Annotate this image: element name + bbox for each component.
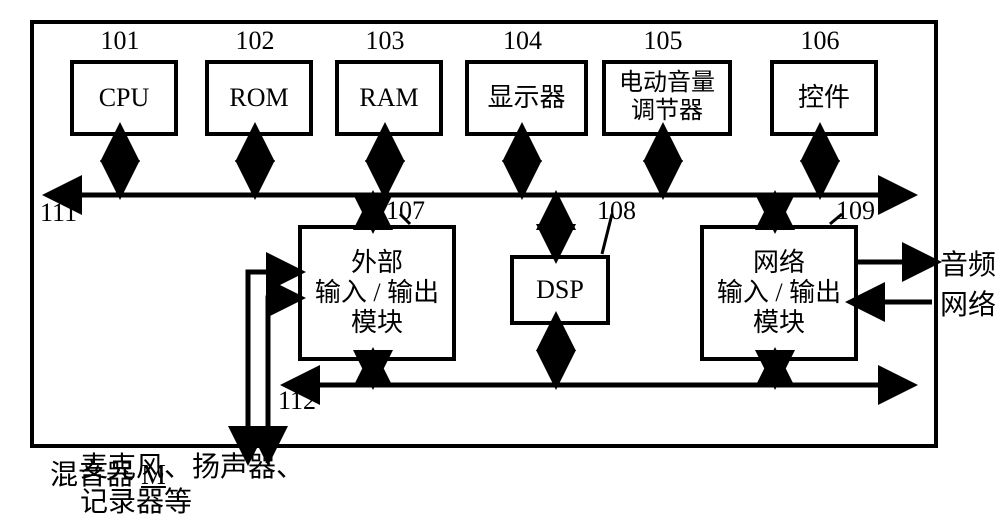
block-ext-io-label: 外部 输入 / 输出 模块 <box>315 248 439 338</box>
block-rom: ROM <box>205 60 313 136</box>
ref-108: 108 <box>576 198 636 224</box>
ref-105: 105 <box>602 28 724 54</box>
block-cpu: CPU <box>70 60 178 136</box>
block-ext-io: 外部 输入 / 输出 模块 <box>298 225 456 361</box>
block-net-io: 网络 输入 / 输出 模块 <box>700 225 858 361</box>
block-dsp-label: DSP <box>536 275 584 305</box>
block-ram: RAM <box>335 60 443 136</box>
mixer-letter: M <box>141 460 166 491</box>
block-cpu-label: CPU <box>99 83 150 113</box>
block-display: 显示器 <box>465 60 588 136</box>
ref-106: 106 <box>770 28 870 54</box>
block-net-io-label: 网络 输入 / 输出 模块 <box>717 248 841 338</box>
ref-101: 101 <box>70 28 170 54</box>
ext-label-audio: 音频 <box>940 248 996 283</box>
block-dsp: DSP <box>510 255 610 325</box>
ref-102: 102 <box>205 28 305 54</box>
ref-104: 104 <box>465 28 580 54</box>
block-control: 控件 <box>770 60 878 136</box>
block-display-label: 显示器 <box>487 83 565 113</box>
mixer-label-prefix: 混音器 <box>50 460 141 491</box>
ref-109: 109 <box>815 198 875 224</box>
ref-111: 111 <box>40 200 100 226</box>
ext-label-network: 网络 <box>940 288 996 323</box>
ref-103: 103 <box>335 28 435 54</box>
block-ram-label: RAM <box>359 83 418 113</box>
ref-107: 107 <box>365 198 425 224</box>
mixer-label: 混音器 M <box>50 453 166 493</box>
block-motor-fader: 电动音量 调节器 <box>602 60 732 136</box>
block-rom-label: ROM <box>229 83 288 113</box>
ref-112: 112 <box>278 388 338 414</box>
block-control-label: 控件 <box>798 83 850 113</box>
block-motor-fader-label: 电动音量 调节器 <box>619 70 715 125</box>
